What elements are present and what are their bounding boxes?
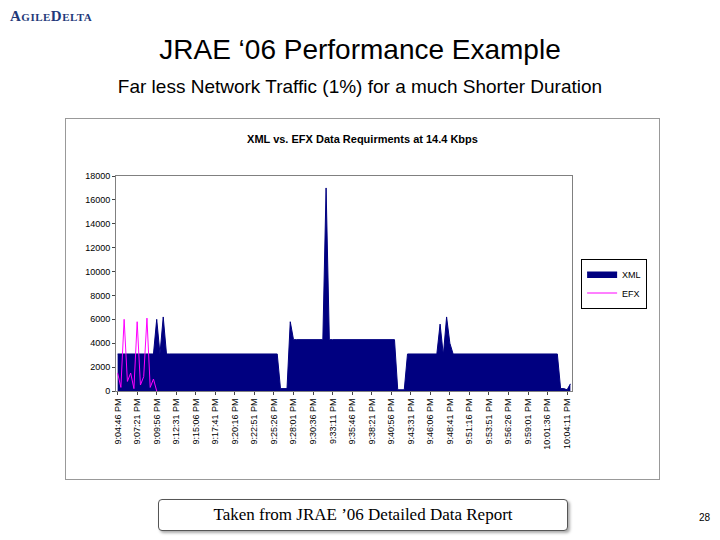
svg-text:14000: 14000 bbox=[85, 219, 110, 229]
svg-text:9:48:41 PM: 9:48:41 PM bbox=[445, 399, 455, 445]
svg-text:9:04:46 PM: 9:04:46 PM bbox=[113, 399, 123, 445]
svg-text:9:33:11 PM: 9:33:11 PM bbox=[328, 399, 338, 444]
svg-text:8000: 8000 bbox=[90, 291, 110, 301]
svg-text:9:07:21 PM: 9:07:21 PM bbox=[132, 399, 142, 445]
html-text:AgileDelta: AgileDelta bbox=[10, 8, 93, 24]
svg-text:9:17:41 PM: 9:17:41 PM bbox=[210, 399, 220, 445]
svg-text:9:51:16 PM: 9:51:16 PM bbox=[464, 399, 474, 445]
svg-text:9:38:21 PM: 9:38:21 PM bbox=[367, 399, 377, 445]
svg-text:9:53:51 PM: 9:53:51 PM bbox=[484, 399, 494, 445]
svg-text:9:46:06 PM: 9:46:06 PM bbox=[425, 399, 435, 445]
svg-text:16000: 16000 bbox=[85, 195, 110, 205]
svg-text:6000: 6000 bbox=[90, 314, 110, 324]
svg-text:9:22:51 PM: 9:22:51 PM bbox=[249, 399, 259, 445]
svg-text:9:40:56 PM: 9:40:56 PM bbox=[386, 399, 396, 445]
svg-text:EFX: EFX bbox=[622, 289, 640, 299]
svg-text:4000: 4000 bbox=[90, 338, 110, 348]
svg-text:0: 0 bbox=[105, 386, 110, 396]
svg-text:9:25:26 PM: 9:25:26 PM bbox=[269, 399, 279, 445]
html-text:Far less Network Traffic (1%): Far less Network Traffic (1%) for a much… bbox=[117, 76, 603, 97]
html-text:JRAE ‘06 Performance Example: JRAE ‘06 Performance Example bbox=[159, 34, 561, 65]
svg-text:9:59:01 PM: 9:59:01 PM bbox=[523, 399, 533, 445]
html-text:Taken from JRAE ’06 Detailed D: Taken from JRAE ’06 Detailed Data Report bbox=[213, 505, 513, 524]
svg-text:18000: 18000 bbox=[85, 171, 110, 181]
svg-text:XML: XML bbox=[622, 270, 641, 280]
svg-text:9:43:31 PM: 9:43:31 PM bbox=[406, 399, 416, 445]
svg-text:9:35:46 PM: 9:35:46 PM bbox=[347, 399, 357, 445]
svg-text:10:01:36 PM: 10:01:36 PM bbox=[542, 399, 552, 450]
svg-text:10000: 10000 bbox=[85, 267, 110, 277]
svg-text:9:12:31 PM: 9:12:31 PM bbox=[171, 399, 181, 445]
svg-text:XML vs. EFX Data Requirments a: XML vs. EFX Data Requirments at 14.4 Kbp… bbox=[247, 133, 478, 145]
svg-text:9:20:16 PM: 9:20:16 PM bbox=[230, 399, 240, 445]
svg-text:9:30:36 PM: 9:30:36 PM bbox=[308, 399, 318, 445]
svg-text:9:28:01 PM: 9:28:01 PM bbox=[288, 399, 298, 445]
svg-text:9:09:56 PM: 9:09:56 PM bbox=[152, 399, 162, 445]
svg-text:10:04:11 PM: 10:04:11 PM bbox=[562, 399, 572, 449]
svg-text:9:56:26 PM: 9:56:26 PM bbox=[503, 399, 513, 445]
svg-text:2000: 2000 bbox=[90, 362, 110, 372]
html-text:28: 28 bbox=[698, 512, 710, 523]
svg-text:9:15:06 PM: 9:15:06 PM bbox=[191, 399, 201, 445]
svg-text:12000: 12000 bbox=[85, 243, 110, 253]
